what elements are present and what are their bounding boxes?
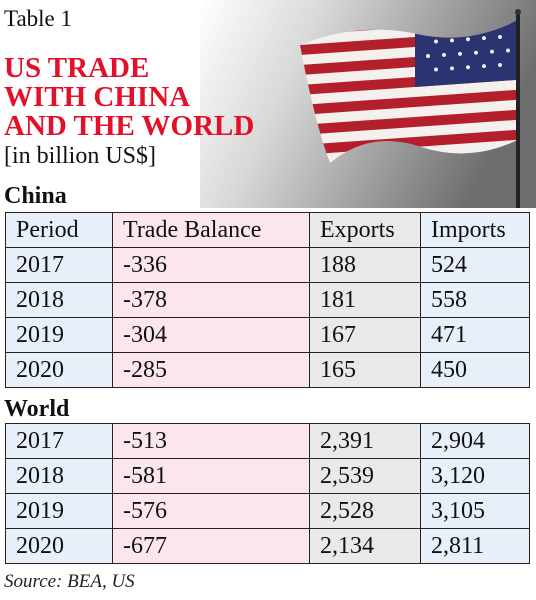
- table-cell: 2017: [5, 247, 113, 283]
- table-cell: 2019: [5, 493, 113, 529]
- title-line: US TRADE: [4, 52, 150, 84]
- subtitle: [in billion US$]: [4, 143, 157, 169]
- table-cell: 558: [420, 282, 530, 318]
- table-cell: 188: [309, 247, 421, 283]
- section-heading: China: [4, 183, 67, 209]
- source: Source: BEA, US: [4, 571, 135, 592]
- table-cell: 3,105: [420, 493, 530, 529]
- table-label: Table 1: [4, 6, 73, 31]
- table-cell: 181: [309, 282, 421, 318]
- table-cell: 2019: [5, 317, 113, 353]
- table-cell: 167: [309, 317, 421, 353]
- table-row: 2020 -677 2,134 2,811: [5, 528, 530, 564]
- table-cell: 2,539: [309, 458, 421, 494]
- table-cell: -581: [112, 458, 310, 494]
- table-cell: -677: [112, 528, 310, 564]
- table-cell: 2,134: [309, 528, 421, 564]
- table-cell: -378: [112, 282, 310, 318]
- table-cell: -513: [112, 423, 310, 459]
- table-cell: 2,391: [309, 423, 421, 459]
- title: US TRADE WITH CHINA AND THE WORLD: [4, 54, 254, 141]
- column-header: Trade Balance: [112, 212, 310, 248]
- header-row: Period Trade Balance Exports Imports: [5, 212, 530, 248]
- column-header: Period: [5, 212, 113, 248]
- table-cell: 471: [420, 317, 530, 353]
- table-cell: 3,120: [420, 458, 530, 494]
- table-cell: 2018: [5, 458, 113, 494]
- table-cell: 2020: [5, 352, 113, 388]
- table-row: 2019 -304 167 471: [5, 317, 530, 353]
- table-cell: -304: [112, 317, 310, 353]
- table-row: 2018 -378 181 558: [5, 282, 530, 318]
- column-header: Exports: [309, 212, 421, 248]
- column-header: Imports: [420, 212, 530, 248]
- table-row: 2017 -513 2,391 2,904: [5, 423, 530, 459]
- table-cell: -285: [112, 352, 310, 388]
- table-cell: 2,811: [420, 528, 530, 564]
- table-row: 2018 -581 2,539 3,120: [5, 458, 530, 494]
- flag-photo: [200, 0, 536, 208]
- title-line: AND THE WORLD: [4, 110, 255, 142]
- section-heading: World: [4, 396, 70, 422]
- data-table: Period Trade Balance Exports Imports 2017 -33…: [5, 212, 530, 388]
- table-row: 2020 -285 165 450: [5, 352, 530, 388]
- title-line: WITH CHINA: [4, 81, 191, 113]
- table-cell: 165: [309, 352, 421, 388]
- table-cell: 450: [420, 352, 530, 388]
- table-cell: 2020: [5, 528, 113, 564]
- table-cell: -336: [112, 247, 310, 283]
- table-row: 2017 -336 188 524: [5, 247, 530, 283]
- table-cell: -576: [112, 493, 310, 529]
- data-table: 2017 -513 2,391 2,904 2018 -581 2,539 3,120 2019…: [5, 423, 530, 564]
- table-cell: 2017: [5, 423, 113, 459]
- table-cell: 2018: [5, 282, 113, 318]
- table-cell: 2,904: [420, 423, 530, 459]
- table-cell: 524: [420, 247, 530, 283]
- table-cell: 2,528: [309, 493, 421, 529]
- table-row: 2019 -576 2,528 3,105: [5, 493, 530, 529]
